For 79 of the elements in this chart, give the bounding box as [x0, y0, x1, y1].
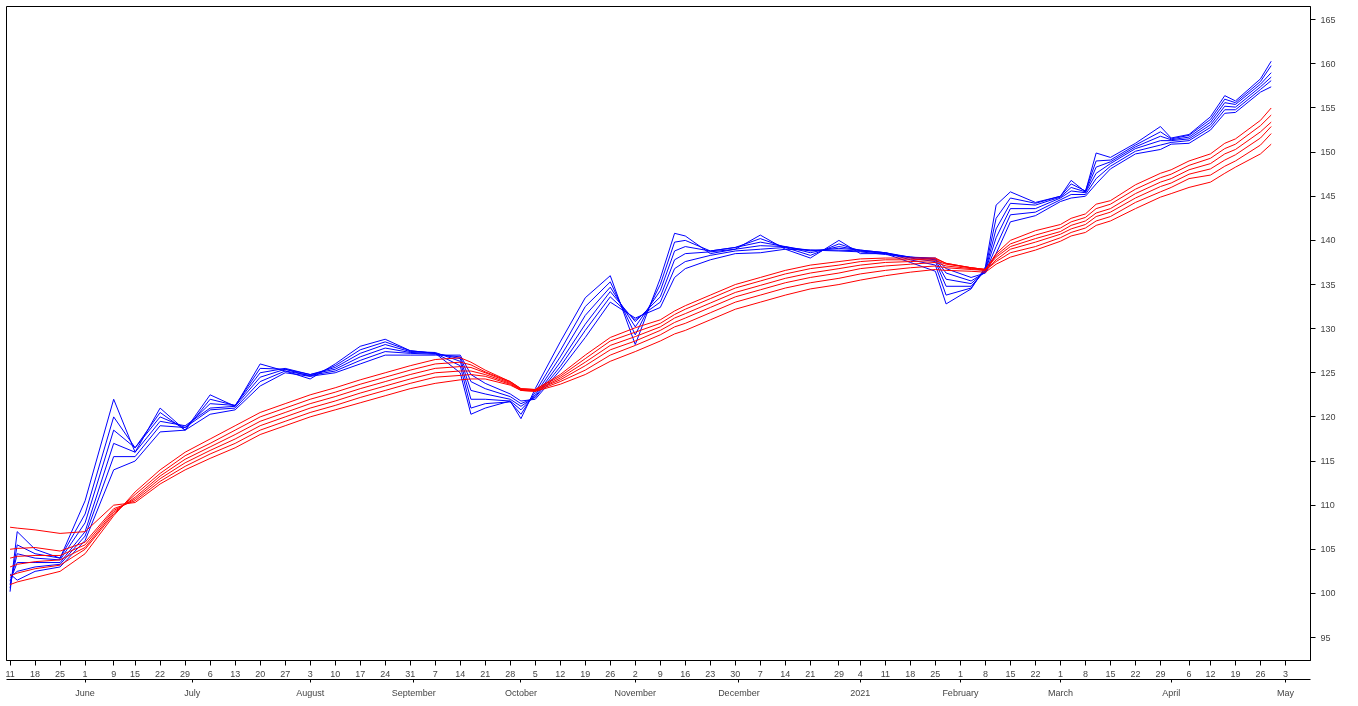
x-tick-label: 8: [1082, 668, 1088, 679]
x-tick-label: 4: [857, 668, 863, 679]
y-tick-label: 100: [1320, 588, 1336, 599]
x-tick-label: 26: [1255, 668, 1266, 679]
x2-tick-label: April: [1162, 687, 1181, 698]
y-tick-label: 140: [1320, 235, 1336, 246]
x-tick-label: 12: [555, 668, 566, 679]
x-tick-label: 6: [207, 668, 213, 679]
x-tick-label: 1: [1057, 668, 1063, 679]
x2-tick-label: July: [184, 687, 201, 698]
x-tick-label: 27: [280, 668, 291, 679]
y-tick-label: 95: [1320, 632, 1331, 643]
x-tick-label: 15: [1105, 668, 1116, 679]
x-tick-label: 3: [307, 668, 313, 679]
x-tick-label: 14: [780, 668, 791, 679]
x-tick-label: 26: [605, 668, 616, 679]
x-tick-label: 11: [880, 668, 891, 679]
x2-tick-label: December: [718, 687, 760, 698]
y-tick-label: 145: [1320, 191, 1336, 202]
x-tick-label: 1: [957, 668, 963, 679]
x2-tick-label: 2021: [850, 687, 871, 698]
y-tick-label: 130: [1320, 323, 1336, 334]
x-tick-label: 2: [632, 668, 638, 679]
x-tick-label: 11: [5, 668, 15, 679]
x-tick-label: 15: [1005, 668, 1016, 679]
y-tick-label: 115: [1320, 456, 1335, 467]
x2-tick-label: February: [942, 687, 979, 698]
x-tick-label: 9: [111, 668, 117, 679]
x-tick-label: 20: [255, 668, 266, 679]
y-tick-label: 160: [1320, 58, 1336, 69]
x-tick-label: 12: [1205, 668, 1216, 679]
x-tick-label: 15: [130, 668, 141, 679]
y-tick-label: 105: [1320, 544, 1336, 555]
x-tick-label: 31: [405, 668, 416, 679]
x-tick-label: 9: [657, 668, 663, 679]
x-tick-label: 25: [930, 668, 941, 679]
x-tick-label: 24: [380, 668, 391, 679]
x2-tick-label: May: [1276, 687, 1295, 698]
x-tick-label: 7: [757, 668, 763, 679]
x-tick-label: 30: [730, 668, 741, 679]
x-tick-label: 29: [180, 668, 191, 679]
x-tick-label: 8: [982, 668, 988, 679]
x2-tick-label: September: [391, 687, 436, 698]
x-tick-label: 14: [455, 668, 466, 679]
x-tick-label: 1: [82, 668, 88, 679]
x-tick-label: 16: [680, 668, 691, 679]
x-tick-label: 6: [1186, 668, 1192, 679]
y-tick-label: 125: [1320, 367, 1336, 378]
x-tick-label: 23: [705, 668, 716, 679]
x2-tick-label: October: [504, 687, 537, 698]
x-tick-label: 5: [532, 668, 538, 679]
x-tick-label: 22: [1030, 668, 1041, 679]
x-tick-label: 29: [833, 668, 844, 679]
x-tick-label: 18: [30, 668, 41, 679]
y-tick-label: 120: [1320, 411, 1336, 422]
x2-tick-label: August: [296, 687, 325, 698]
x2-tick-label: March: [1047, 687, 1073, 698]
x-tick-label: 21: [480, 668, 491, 679]
x-tick-label: 21: [805, 668, 816, 679]
x-tick-label: 28: [505, 668, 516, 679]
y-tick-label: 155: [1320, 103, 1336, 113]
y-tick-label: 150: [1320, 147, 1336, 158]
x2-tick-label: June: [75, 687, 95, 698]
x-tick-label: 22: [1130, 668, 1141, 679]
x2-tick-label: November: [614, 687, 657, 698]
x-tick-label: 10: [330, 668, 341, 679]
x-tick-label: 13: [230, 668, 241, 679]
x-tick-label: 19: [1230, 668, 1241, 679]
x-tick-label: 18: [905, 668, 916, 679]
x-tick-label: 29: [1155, 668, 1166, 679]
x-tick-label: 22: [155, 668, 166, 679]
x-tick-label: 19: [580, 668, 591, 679]
x-tick-label: 25: [55, 668, 66, 679]
x-tick-label: 7: [432, 668, 438, 679]
x-tick-label: 3: [1282, 668, 1288, 679]
y-tick-label: 165: [1320, 14, 1336, 25]
y-tick-label: 110: [1320, 500, 1335, 511]
y-tick-label: 135: [1320, 279, 1336, 290]
x-tick-label: 17: [355, 668, 366, 679]
